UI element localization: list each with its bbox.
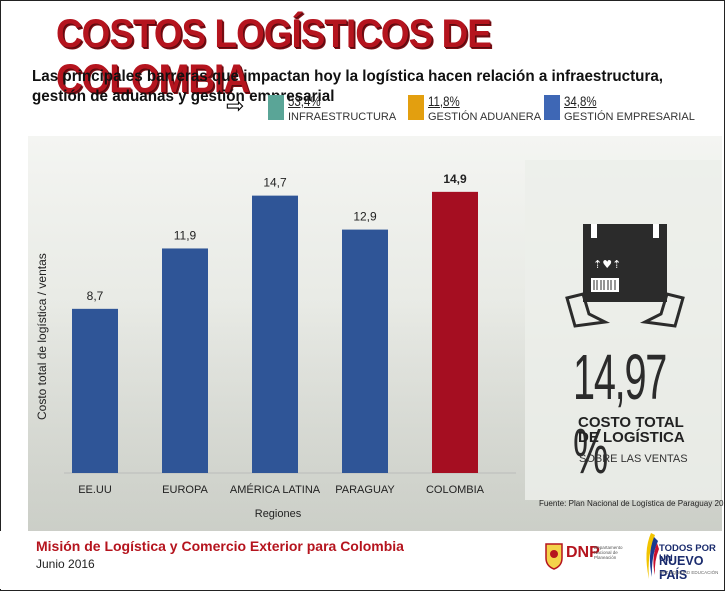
bar-américa-latina bbox=[252, 195, 298, 473]
bar-value-label: 12,9 bbox=[353, 210, 377, 224]
arrow-right-icon: ⇨ bbox=[226, 93, 245, 118]
bar-group: 8,7 EE.UU 11,9 EUROPA 14,7 AMÉRICA LATINA 12,9… bbox=[72, 172, 485, 496]
bar-colombia bbox=[432, 191, 478, 473]
pais-logo-line1: TODOS POR UN bbox=[659, 543, 716, 564]
box-hands-icon: ⇡♥⇡ bbox=[565, 224, 685, 328]
total-cost-label-line1: COSTO TOTAL bbox=[578, 414, 684, 431]
source-note: Fuente: Plan Nacional de Logística de Pa… bbox=[539, 498, 725, 508]
total-cost-label-line2: DE LOGÍSTICA bbox=[578, 429, 685, 446]
dnp-logo-text: DNP bbox=[566, 544, 600, 561]
total-cost-percentage: 14,97 % bbox=[573, 341, 667, 487]
x-tick-label: PARAGUAY bbox=[335, 484, 395, 496]
dnp-shield-icon bbox=[545, 543, 563, 570]
footer-date: Junio 2016 bbox=[36, 557, 95, 571]
y-axis-label: Costo total de logística / ventas bbox=[35, 253, 49, 420]
bar-value-label: 14,9 bbox=[443, 172, 467, 186]
total-cost-sublabel: SOBRE LAS VENTAS bbox=[579, 453, 688, 465]
x-tick-label: EE.UU bbox=[78, 484, 112, 496]
footer-title: Misión de Logística y Comercio Exterior … bbox=[36, 538, 404, 554]
bar-europa bbox=[162, 248, 208, 473]
x-tick-label: AMÉRICA LATINA bbox=[230, 483, 321, 496]
bar-paraguay bbox=[342, 229, 388, 473]
pais-logo-line2: NUEVO PAÍS bbox=[659, 554, 704, 582]
legend-percentage: 11,8% bbox=[428, 93, 460, 109]
flag-swoosh-icon bbox=[646, 533, 659, 579]
page-subtitle: Las principales barreras que impactan ho… bbox=[32, 68, 664, 105]
total-cost-label: COSTO TOTAL DE LOGÍSTICA bbox=[578, 415, 688, 445]
pais-logo-subtitle: PAZ EQUIDAD EDUCACIÓN bbox=[660, 570, 719, 575]
dnp-logo-subtitle: Departamento Nacional de Planeación bbox=[594, 545, 623, 560]
footer bbox=[0, 531, 723, 589]
x-axis-label: Regiones bbox=[255, 508, 302, 520]
bar-chart: 8,7 EE.UU 11,9 EUROPA 14,7 AMÉRICA LATINA 12,9… bbox=[35, 172, 516, 520]
svg-text:⇡♥⇡: ⇡♥⇡ bbox=[593, 258, 621, 271]
page-title: COSTOS LOGÍSTICOS DE COLOMBIA bbox=[56, 12, 492, 101]
legend-swatch bbox=[268, 95, 284, 120]
x-tick-label: COLOMBIA bbox=[426, 484, 485, 496]
legend-label: GESTIÓN EMPRESARIAL bbox=[564, 111, 695, 123]
bar-value-label: 14,7 bbox=[263, 176, 287, 190]
bar-value-label: 11,9 bbox=[174, 228, 197, 242]
legend-percentage: 53,4% bbox=[288, 93, 321, 109]
bar-value-label: 8,7 bbox=[87, 289, 104, 303]
legend-label: INFRAESTRUCTURA bbox=[288, 111, 397, 123]
legend-label: GESTIÓN ADUANERA bbox=[428, 111, 542, 123]
x-tick-label: EUROPA bbox=[162, 484, 208, 496]
side-panel bbox=[525, 160, 721, 500]
bar-ee-uu bbox=[72, 308, 118, 473]
legend-swatch bbox=[408, 95, 424, 120]
legend-percentage: 34,8% bbox=[564, 93, 597, 109]
legend-swatch bbox=[544, 95, 560, 120]
